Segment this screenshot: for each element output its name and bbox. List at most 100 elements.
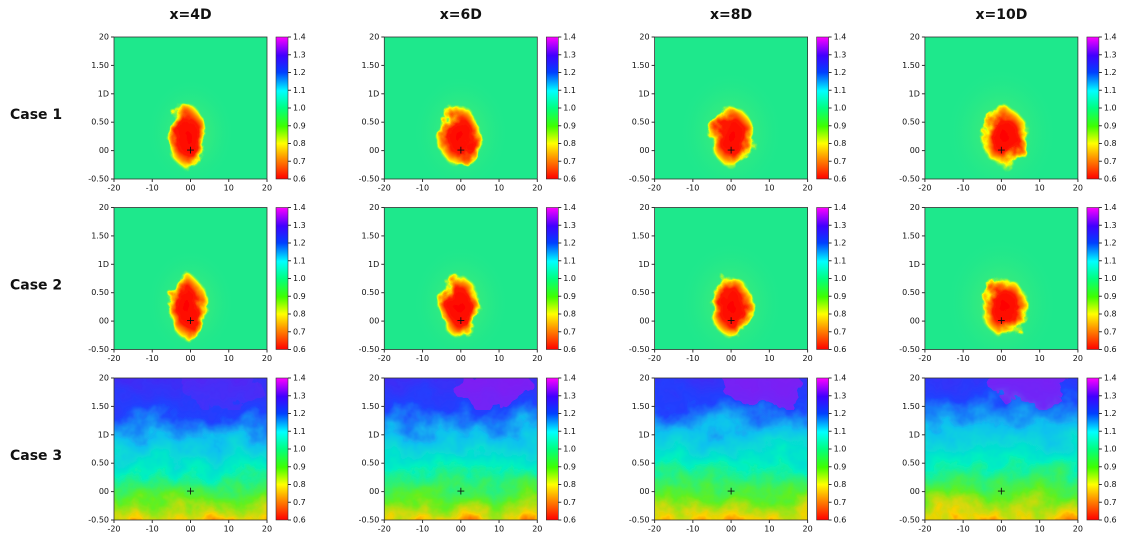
origin-marker: + — [726, 144, 735, 157]
field: + — [654, 37, 808, 179]
colorbar-tick-label: 1.1 — [1104, 256, 1117, 265]
field-blob — [438, 103, 482, 170]
y-tick-label: 1D — [909, 430, 920, 439]
colorbar-tick-label: 0.6 — [1104, 175, 1117, 184]
colorbar-tick-label: 0.9 — [834, 462, 847, 471]
colorbar-tick-label: 0.6 — [563, 345, 576, 354]
colorbar-tick-label: 0.7 — [1104, 157, 1117, 166]
colorbar-tick-label: 1.2 — [563, 409, 576, 418]
field: + — [654, 207, 808, 350]
colorbar — [545, 377, 559, 521]
colorbar — [816, 377, 829, 521]
field-purple — [992, 378, 1072, 406]
x-tick-label: 00 — [185, 525, 195, 533]
x-tick-label: 10 — [224, 354, 234, 363]
y-tick-label: 0.50 — [902, 118, 920, 127]
field-blob — [709, 275, 756, 340]
field: + — [384, 207, 538, 350]
y-tick-label: 20 — [99, 33, 109, 42]
y-tick-label: 00 — [99, 146, 109, 155]
colorbar-tick-label: 0.8 — [563, 310, 576, 319]
colorbar-tick-label: 0.8 — [1104, 310, 1117, 319]
y-tick-label: -0.50 — [359, 345, 380, 354]
colorbar-tick-label: 1.2 — [293, 68, 306, 77]
colorbar-tick-label: 1.0 — [293, 445, 306, 454]
colorbar-tick-label: 1.3 — [293, 221, 306, 230]
y-tick-label: 0.50 — [902, 459, 920, 468]
y-tick-label: 1D — [98, 89, 109, 98]
colorbar — [275, 36, 289, 180]
field-purple — [181, 378, 262, 406]
field: + — [654, 378, 808, 520]
y-tick-label: 1.50 — [361, 402, 379, 411]
field-blob — [167, 273, 208, 342]
y-tick-label: 1D — [638, 430, 649, 439]
colorbar-tick-label: 0.9 — [293, 462, 306, 471]
origin-marker: + — [186, 314, 195, 327]
y-tick-label: 1D — [98, 260, 109, 269]
colorbar-tick-label: 0.6 — [563, 175, 576, 184]
colorbar — [545, 207, 559, 350]
colorbar — [545, 36, 559, 180]
x-tick-label: 00 — [996, 525, 1006, 533]
x-tick-label: -10 — [416, 354, 429, 363]
column-title: x=10D — [975, 7, 1027, 23]
colorbar — [275, 377, 289, 521]
row-label: Case 2 — [10, 278, 62, 294]
field: + — [924, 37, 1078, 179]
colorbar-tick-label: 1.0 — [1104, 274, 1117, 283]
row-label: Case 1 — [10, 107, 62, 123]
field: + — [114, 37, 267, 179]
colorbar-tick-label: 0.7 — [834, 498, 847, 507]
x-tick-label: 00 — [996, 354, 1006, 363]
x-tick-label: -20 — [378, 354, 391, 363]
colorbar-tick-label: 1.4 — [563, 33, 576, 42]
y-tick-label: -0.50 — [88, 516, 109, 525]
x-tick-label: -20 — [107, 354, 120, 363]
colorbar-tick-label: 0.7 — [834, 157, 847, 166]
x-tick-label: -10 — [146, 184, 159, 193]
y-tick-label: 20 — [99, 374, 109, 383]
x-tick-label: 00 — [726, 354, 736, 363]
colorbar-tick-label: 1.1 — [563, 427, 576, 436]
x-tick-label: 00 — [726, 184, 736, 193]
x-tick-label: 00 — [185, 354, 195, 363]
colorbar-tick-label: 0.6 — [293, 345, 306, 354]
y-tick-label: 0.50 — [361, 118, 379, 127]
colorbar-tick-label: 1.2 — [834, 239, 847, 248]
x-tick-label: -10 — [957, 525, 970, 533]
colorbar-tick-label: 1.0 — [563, 104, 576, 113]
x-tick-label: 10 — [494, 184, 504, 193]
x-tick-label: 00 — [456, 354, 466, 363]
colorbar-tick-label: 0.8 — [1104, 139, 1117, 148]
colorbar — [816, 207, 829, 350]
colorbar-tick-label: 1.2 — [293, 239, 306, 248]
field: + — [924, 378, 1078, 520]
colorbar-tick-label: 0.9 — [293, 121, 306, 130]
colorbar-tick-label: 0.6 — [293, 175, 306, 184]
x-tick-label: 20 — [1073, 354, 1083, 363]
colorbar-tick-label: 1.0 — [834, 104, 847, 113]
field: + — [384, 378, 538, 520]
x-tick-label: -20 — [648, 354, 661, 363]
colorbar-tick-label: 1.4 — [834, 203, 847, 212]
colorbar-tick-label: 1.3 — [293, 50, 306, 59]
x-tick-label: 10 — [1035, 525, 1045, 533]
colorbar-tick-label: 1.1 — [834, 256, 847, 265]
y-tick-label: 1.50 — [91, 402, 109, 411]
x-tick-label: 00 — [996, 184, 1006, 193]
colorbar-tick-label: 0.7 — [563, 327, 576, 336]
y-tick-label: 00 — [639, 487, 649, 496]
y-tick-label: 1D — [368, 89, 379, 98]
x-tick-label: 10 — [1035, 184, 1045, 193]
x-tick-label: 00 — [185, 184, 195, 193]
x-tick-label: 20 — [803, 184, 813, 193]
colorbar-tick-label: 1.1 — [293, 427, 306, 436]
y-tick-label: 20 — [369, 374, 379, 383]
x-tick-label: -20 — [918, 184, 931, 193]
x-tick-label: -10 — [957, 184, 970, 193]
colorbar-tick-label: 1.4 — [1104, 203, 1117, 212]
column-title: x=8D — [710, 7, 752, 23]
column-title: x=4D — [169, 7, 211, 23]
